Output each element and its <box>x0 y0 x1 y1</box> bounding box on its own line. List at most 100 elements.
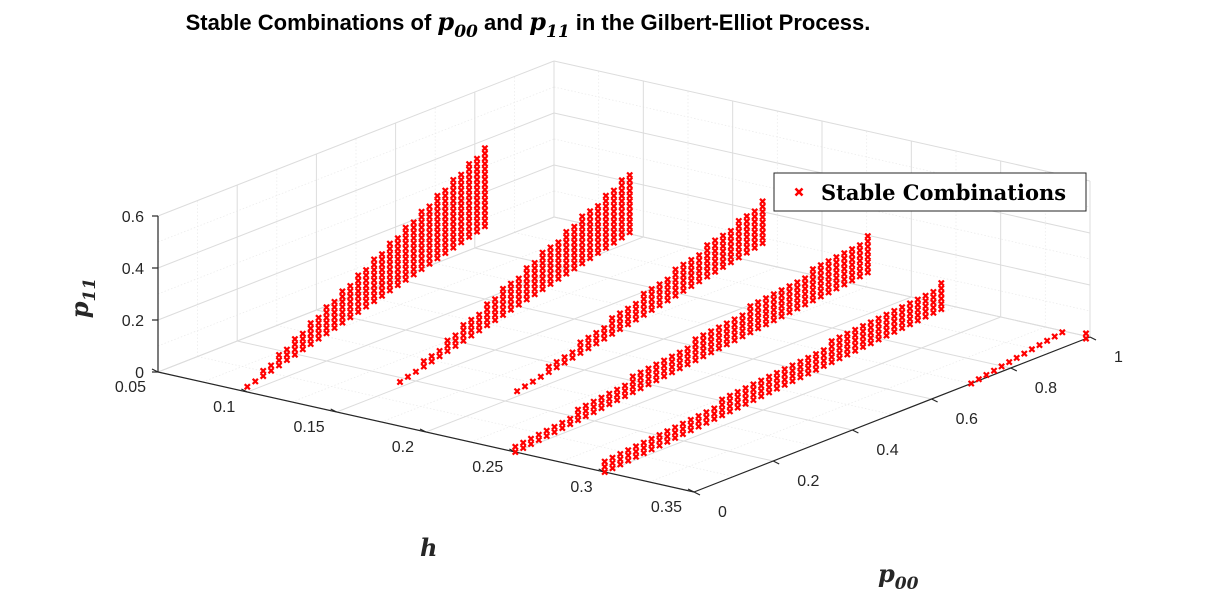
data-point <box>687 256 695 264</box>
data-point <box>600 324 608 332</box>
data-point <box>754 309 762 317</box>
data-point <box>1082 335 1090 342</box>
data-point <box>990 367 998 375</box>
data-point <box>723 335 731 343</box>
z-tick-label: 0.4 <box>122 261 144 278</box>
data-point <box>539 254 546 262</box>
data-point <box>632 448 640 455</box>
data-point <box>441 218 449 226</box>
data-point <box>418 229 425 236</box>
data-point <box>481 207 489 214</box>
data-point <box>864 253 872 261</box>
data-point <box>739 317 746 325</box>
data-point <box>668 358 676 366</box>
data-point <box>746 313 754 321</box>
data-point <box>378 266 386 274</box>
data-point <box>890 307 898 315</box>
data-point <box>793 279 801 286</box>
data-point <box>762 315 770 323</box>
data-point <box>441 187 449 194</box>
data-point <box>801 280 809 287</box>
data-point <box>586 233 594 241</box>
data-point <box>735 233 743 240</box>
y-tick <box>772 460 780 465</box>
data-point <box>418 213 425 221</box>
data-point <box>616 325 624 333</box>
data-point <box>864 248 872 256</box>
data-point <box>809 286 817 294</box>
data-point <box>449 223 457 231</box>
data-point <box>491 316 499 324</box>
data-point <box>378 271 386 279</box>
data-point <box>624 452 632 459</box>
data-point <box>624 320 632 328</box>
data-point <box>539 259 546 267</box>
data-point <box>825 257 832 265</box>
data-point <box>1028 345 1036 353</box>
data-point <box>523 275 531 282</box>
data-point <box>687 416 695 424</box>
data-point <box>354 292 362 300</box>
data-point <box>883 327 890 334</box>
data-point <box>890 318 898 325</box>
data-point <box>251 378 259 385</box>
data-point <box>680 261 687 269</box>
gridline <box>553 60 1091 182</box>
data-point <box>719 232 727 240</box>
data-point <box>773 369 781 377</box>
data-point <box>618 187 626 195</box>
data-point <box>465 160 473 168</box>
data-point <box>789 362 796 369</box>
data-point <box>594 239 602 246</box>
data-point <box>820 346 828 354</box>
data-point <box>663 438 671 446</box>
data-point <box>555 265 562 272</box>
data-point <box>624 305 632 313</box>
data-point <box>457 218 465 225</box>
data-point <box>789 367 796 375</box>
data-point <box>687 272 695 279</box>
data-point <box>547 264 554 272</box>
data-point <box>605 395 613 403</box>
data-point <box>781 381 789 389</box>
data-point <box>426 203 433 210</box>
data-point <box>719 253 727 260</box>
x-tick-label: 0.15 <box>294 419 325 436</box>
data-point <box>426 249 433 257</box>
data-point <box>460 332 467 339</box>
x-axis-label: h <box>420 533 437 562</box>
legend-box <box>773 172 1087 212</box>
data-point <box>743 218 751 225</box>
data-point <box>836 344 843 352</box>
data-point <box>616 450 624 458</box>
y-tick <box>693 491 701 496</box>
data-point <box>465 186 473 194</box>
data-point <box>778 297 785 305</box>
data-point <box>812 361 820 368</box>
data-point <box>875 325 882 333</box>
data-point <box>605 400 613 408</box>
data-point <box>687 421 695 429</box>
data-point <box>410 265 418 273</box>
data-point <box>586 223 594 231</box>
data-point <box>610 239 618 246</box>
data-point <box>610 202 618 210</box>
data-point <box>624 310 632 318</box>
data-point <box>851 326 859 334</box>
data-point <box>742 390 749 397</box>
data-point <box>370 282 378 289</box>
data-point <box>804 359 812 367</box>
data-point <box>618 182 626 189</box>
data-point <box>672 287 679 294</box>
data-point <box>394 245 402 253</box>
x-tick <box>330 408 337 413</box>
data-point <box>441 249 449 257</box>
data-point <box>473 197 481 204</box>
data-point <box>434 202 441 210</box>
data-point <box>515 285 523 293</box>
data-point <box>511 443 519 451</box>
data-point <box>828 353 836 361</box>
data-point <box>648 440 655 448</box>
data-point <box>743 223 751 230</box>
data-point <box>833 253 840 261</box>
